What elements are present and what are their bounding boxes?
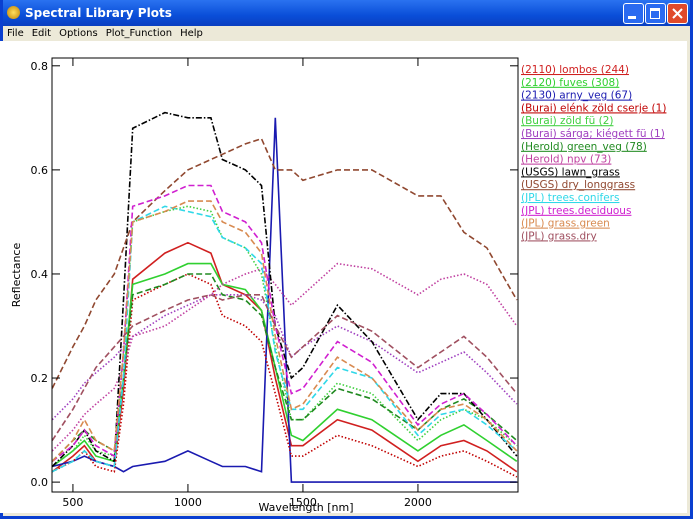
x-axis-label: Wavelength [nm]	[258, 501, 353, 513]
spectrum-line	[52, 137, 518, 389]
y-tick-label: 0.2	[31, 372, 49, 385]
y-tick-label: 0.8	[31, 60, 49, 73]
menu-item[interactable]: Plot_Function	[105, 28, 173, 39]
close-button[interactable]	[667, 3, 688, 24]
legend-entry: (Burai) sárga; kiégett fü (1)	[521, 128, 665, 140]
menu-bar: File Edit Options Plot_Function Help	[3, 26, 690, 41]
legend-entry: (2120) fuves (308)	[521, 77, 619, 89]
legend-entry: (Burai) elénk zöld cserje (1)	[521, 102, 666, 114]
y-tick-label: 0.0	[31, 476, 49, 489]
legend-entry: (JPL) grass.green	[521, 218, 610, 230]
spectrum-line	[52, 262, 518, 452]
title-bar: Spectral Library Plots	[3, 0, 690, 26]
spectrum-line	[52, 200, 518, 462]
x-tick-label: 2000	[404, 496, 432, 509]
legend-entry: (USGS) dry_longgrass	[521, 179, 635, 191]
spectrum-line	[52, 205, 518, 468]
legend-entry: (USGS) lawn_grass	[521, 166, 620, 178]
legend-entry: (JPL) grass.dry	[521, 230, 597, 242]
window-title: Spectral Library Plots	[25, 6, 172, 20]
chart-background	[0, 41, 687, 513]
x-tick-label: 1000	[174, 496, 202, 509]
menu-item[interactable]: Help	[180, 28, 203, 39]
legend-entry: (JPL) trees.deciduous	[521, 205, 631, 217]
menu-item[interactable]: Edit	[31, 28, 52, 39]
spectrum-line	[52, 262, 518, 468]
y-axis-label: Reflectance	[10, 243, 23, 308]
legend-entry: (JPL) trees.conifers	[521, 192, 619, 204]
spectrum-line	[52, 111, 518, 468]
app-icon	[7, 6, 20, 19]
legend-entry: (2110) lombos (244)	[521, 64, 629, 76]
spectrum-line	[52, 273, 518, 478]
menu-item[interactable]: File	[7, 28, 24, 39]
spectrum-line	[52, 293, 518, 441]
menu-item[interactable]: Options	[59, 28, 98, 39]
spectrum-line	[52, 205, 518, 473]
legend-entry: (Herold) green_veg (78)	[521, 141, 647, 153]
legend-entry: (Burai) zöld fü (2)	[521, 115, 613, 127]
close-icon	[672, 8, 683, 19]
y-tick-label: 0.4	[31, 268, 49, 281]
spectrum-line	[52, 184, 518, 462]
y-tick-label: 0.6	[31, 164, 49, 177]
plot-frame	[51, 57, 519, 493]
spectrum-line	[52, 294, 518, 421]
maximize-button[interactable]	[645, 3, 666, 24]
minimize-button[interactable]	[623, 3, 644, 24]
chart: Wavelength [nm] Reflectance 500 1000 1500 2…	[0, 41, 687, 513]
x-tick-label: 500	[62, 496, 83, 509]
legend-entry: (2130) arny_veg (67)	[521, 90, 632, 102]
legend-entry: (Herold) npv (73)	[521, 154, 611, 166]
x-tick-label: 1500	[289, 496, 317, 509]
plot-lines	[52, 111, 518, 483]
